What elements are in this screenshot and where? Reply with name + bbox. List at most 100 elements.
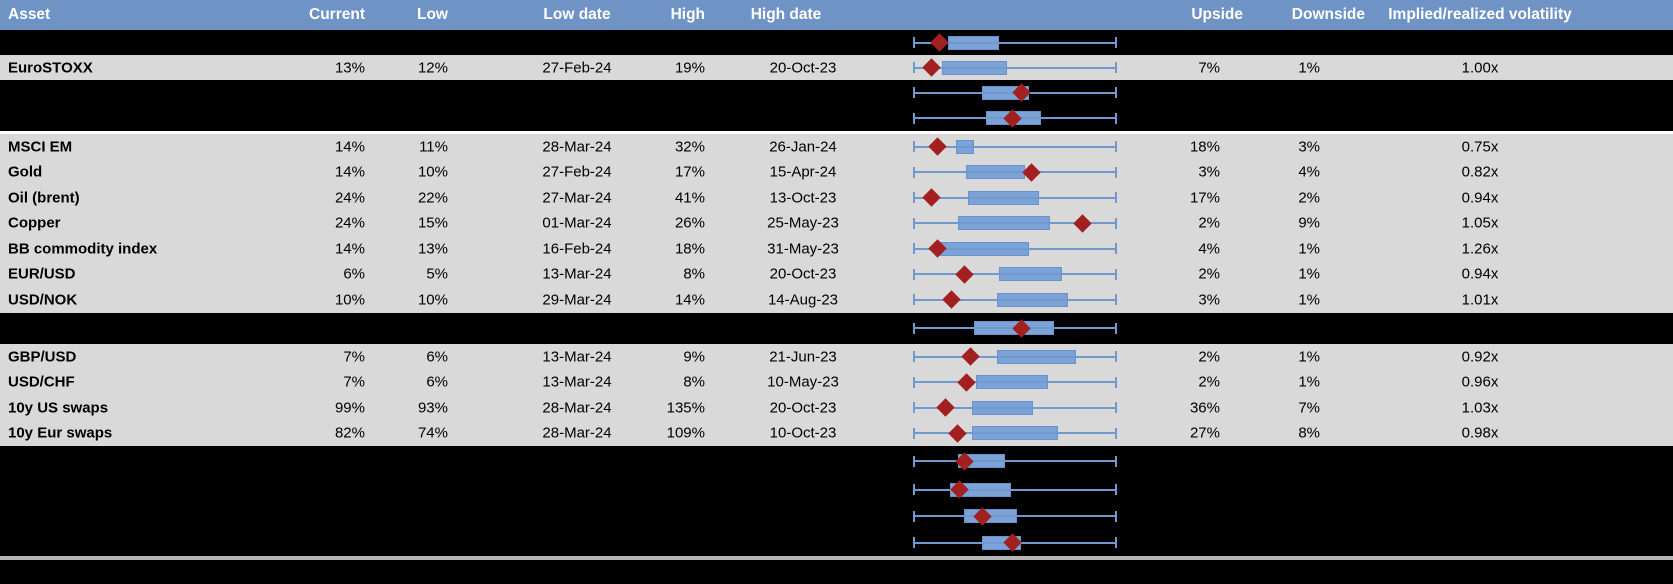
header-upside: Upside [1191,6,1243,23]
whisker-cap-left [913,268,915,280]
low-date-cell: 28-Mar-24 [542,138,612,156]
boxplot [913,476,1117,503]
upside-cell: 36% [1189,399,1220,417]
implied-realized-cell: 0.94x [1461,265,1499,283]
implied-realized-cell: 1.03x [1461,399,1499,417]
current-cell: 13% [334,59,365,76]
downside-cell: 8% [1298,424,1320,442]
implied-realized-cell: 1.05x [1461,214,1499,232]
boxplot [913,55,1117,80]
whisker-line [913,145,1117,148]
whisker-cap-left [913,141,915,153]
implied-realized-cell: 1.01x [1461,291,1499,309]
boxplot [913,80,1117,105]
whisker-cap-left [913,87,915,98]
upside-cell: 27% [1189,424,1220,442]
current-cell: 24% [334,214,365,232]
whisker-cap-right [1115,87,1117,98]
high-cell: 109% [666,424,705,442]
asset-cell: GBP/USD [8,348,77,366]
table-row [0,446,1673,476]
high-cell: 19% [674,59,705,76]
low-cell: 74% [417,424,448,442]
whisker-cap-left [913,37,915,48]
table-row [0,131,1673,134]
current-cell: 6% [343,265,365,283]
current-diamond-icon [930,33,949,52]
whisker-cap-right [1115,112,1117,124]
whisker-cap-right [1115,402,1117,414]
whisker-cap-right [1115,217,1117,229]
table-row: 10y US swaps 99% 93% 28-Mar-24 135% 20-O… [0,395,1673,421]
table-row [0,529,1673,556]
whisker-cap-right [1115,62,1117,73]
boxplot [913,105,1117,131]
high-cell: 8% [683,373,705,391]
whisker-line [913,355,1117,358]
high-cell: 8% [683,265,705,283]
whisker-cap-right [1115,510,1117,522]
table-row: Gold 14% 10% 27-Feb-24 17% 15-Apr-24 3% … [0,159,1673,185]
boxplot [913,421,1117,447]
upside-cell: 7% [1198,59,1220,76]
whisker-cap-left [913,537,915,548]
upside-cell: 2% [1198,348,1220,366]
whisker-line [913,66,1117,69]
high-date-cell: 20-Oct-23 [769,59,837,76]
whisker-line [913,298,1117,301]
whisker-cap-right [1115,141,1117,153]
whisker-cap-left [913,351,915,363]
whisker-cap-left [913,192,915,204]
asset-cell: 10y US swaps [8,399,109,417]
boxplot [913,446,1117,476]
header-low: Low [417,6,448,23]
low-cell: 11% [419,138,448,156]
whisker-line [913,273,1117,276]
whisker-cap-left [913,217,915,229]
header-downside: Downside [1291,6,1365,23]
low-cell: 5% [426,265,448,283]
high-date-cell: 31-May-23 [767,240,839,258]
upside-cell: 3% [1198,163,1220,181]
header-row: Asset Current Low Low date High High dat… [0,0,1673,30]
current-cell: 14% [334,240,365,258]
high-date-cell: 13-Oct-23 [769,189,837,207]
downside-cell: 4% [1298,163,1320,181]
whisker-cap-right [1115,537,1117,548]
high-cell: 135% [666,399,705,417]
boxplot [913,287,1117,313]
table-row [0,30,1673,55]
low-date-cell: 13-Mar-24 [542,373,612,391]
whisker-cap-right [1115,351,1117,363]
table-row: USD/CHF 7% 6% 13-Mar-24 8% 10-May-23 2% … [0,369,1673,395]
asset-cell: Oil (brent) [8,189,80,207]
upside-cell: 2% [1198,214,1220,232]
boxplot [913,395,1117,421]
asset-cell: USD/CHF [8,373,75,391]
current-diamond-icon [954,265,974,284]
boxplot [913,262,1117,288]
asset-cell: Gold [8,163,43,181]
header-implied-realized-volatility: Implied/realized volatility [1388,6,1572,23]
high-date-cell: 20-Oct-23 [769,399,837,417]
high-cell: 17% [674,163,705,181]
upside-cell: 4% [1198,240,1220,258]
whisker-cap-left [913,510,915,522]
low-date-cell: 28-Mar-24 [542,424,612,442]
high-cell: 14% [674,291,705,309]
whisker-cap-left [913,243,915,255]
high-cell: 9% [683,348,705,366]
whisker-cap-right [1115,455,1117,467]
high-date-cell: 21-Jun-23 [769,348,837,366]
implied-realized-cell: 0.75x [1461,138,1499,156]
current-diamond-icon [922,188,941,207]
current-cell: 7% [343,373,365,391]
asset-cell: EUR/USD [8,265,76,283]
low-cell: 15% [417,214,448,232]
whisker-cap-left [913,166,915,178]
whisker-cap-left [913,62,915,73]
whisker-cap-left [913,402,915,414]
table-body: EuroSTOXX 13% 12% 27-Feb-24 19% 20-Oct-2… [0,30,1673,584]
current-diamond-icon [922,58,941,77]
whisker-cap-right [1115,37,1117,48]
